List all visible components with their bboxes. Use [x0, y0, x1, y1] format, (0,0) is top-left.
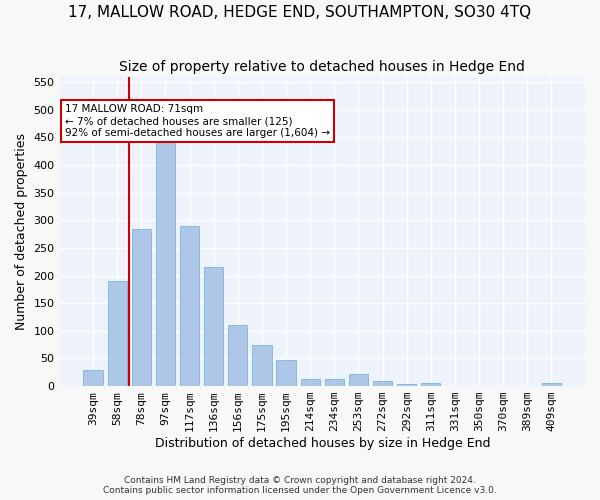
Text: 17 MALLOW ROAD: 71sqm
← 7% of detached houses are smaller (125)
92% of semi-deta: 17 MALLOW ROAD: 71sqm ← 7% of detached h…: [65, 104, 330, 138]
Title: Size of property relative to detached houses in Hedge End: Size of property relative to detached ho…: [119, 60, 525, 74]
Bar: [301, 379, 320, 386]
Bar: [156, 132, 175, 386]
Bar: [228, 326, 247, 386]
Bar: [131, 228, 151, 386]
Bar: [180, 226, 199, 386]
Bar: [397, 384, 416, 386]
Bar: [253, 344, 272, 386]
Bar: [204, 267, 223, 386]
Bar: [83, 370, 103, 386]
Y-axis label: Number of detached properties: Number of detached properties: [15, 133, 28, 330]
Bar: [421, 383, 440, 386]
Bar: [349, 374, 368, 386]
Text: 17, MALLOW ROAD, HEDGE END, SOUTHAMPTON, SO30 4TQ: 17, MALLOW ROAD, HEDGE END, SOUTHAMPTON,…: [68, 5, 532, 20]
Text: Contains HM Land Registry data © Crown copyright and database right 2024.
Contai: Contains HM Land Registry data © Crown c…: [103, 476, 497, 495]
Bar: [277, 360, 296, 386]
X-axis label: Distribution of detached houses by size in Hedge End: Distribution of detached houses by size …: [155, 437, 490, 450]
Bar: [325, 380, 344, 386]
Bar: [542, 384, 561, 386]
Bar: [107, 281, 127, 386]
Bar: [373, 381, 392, 386]
